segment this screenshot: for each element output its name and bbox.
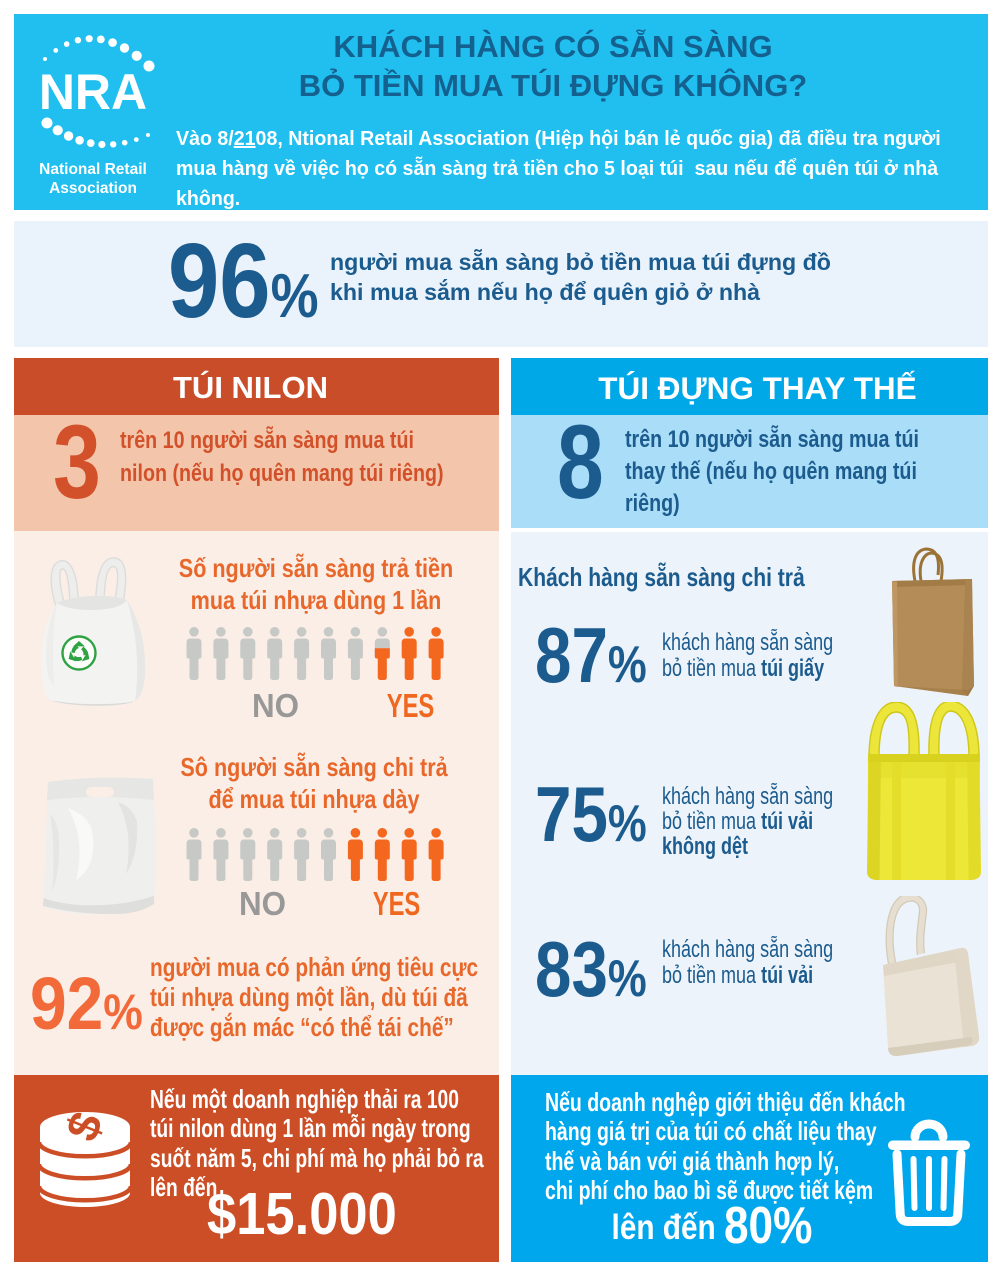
svg-text:Association: Association [49,180,137,197]
svg-text:NRA: NRA [39,64,147,120]
svg-text:National Retail: National Retail [39,161,147,178]
